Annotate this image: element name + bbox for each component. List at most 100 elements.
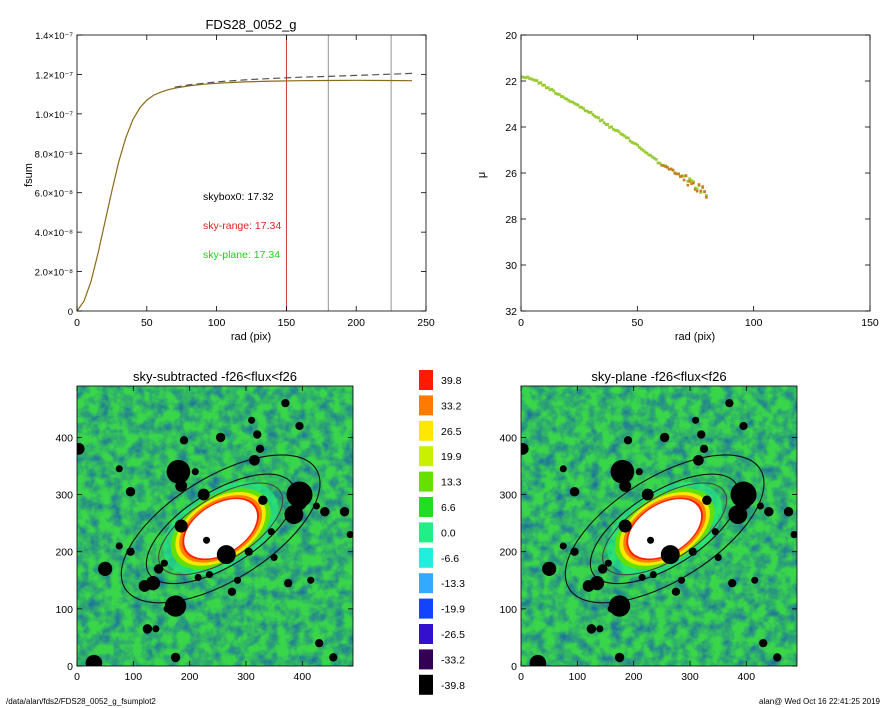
profile-point — [548, 88, 552, 92]
profile-point — [565, 97, 569, 101]
footer-stamp: alan@ Wed Oct 16 22:41:25 2019 — [759, 697, 880, 706]
x-tick-label: 100 — [125, 671, 143, 683]
sky-plane-frame — [520, 385, 798, 667]
profile-point — [569, 100, 572, 104]
fsum-ylabel: fsum — [23, 163, 35, 187]
profile-point — [638, 145, 641, 149]
profile-point — [621, 133, 625, 137]
masked-star — [194, 573, 202, 581]
colorbar-label: -26.5 — [441, 629, 465, 641]
profile-point — [582, 107, 585, 111]
y-tick-label: 400 — [55, 432, 73, 444]
masked-star — [153, 564, 164, 574]
profile-point — [649, 154, 652, 157]
profile-point — [528, 77, 532, 80]
masked-star — [142, 624, 153, 634]
profile-point — [572, 101, 576, 105]
masked-star — [610, 459, 635, 484]
profile-point-alt — [671, 168, 675, 172]
colorbar-swatch — [419, 370, 433, 390]
y-tick-label: 26 — [505, 168, 517, 180]
masked-star — [714, 553, 722, 561]
y-tick-label: 300 — [499, 490, 517, 502]
fsum-title: FDS28_0052_g — [205, 17, 296, 32]
masked-star — [688, 547, 697, 556]
masked-star — [77, 442, 85, 455]
masked-star — [697, 430, 706, 439]
profile-point — [647, 153, 651, 157]
profile-point — [624, 136, 628, 140]
profile-point-alt — [701, 186, 705, 189]
masked-star — [783, 506, 794, 517]
profile-point — [574, 102, 578, 106]
profile-point — [521, 75, 524, 79]
profile-point-alt — [662, 164, 665, 168]
mu-axes: 0 50 100 150 20 22 24 26 28 30 32 — [505, 30, 879, 329]
profile-point — [688, 177, 692, 181]
y-tick-label: 30 — [505, 260, 517, 272]
profile-point — [557, 93, 561, 96]
y-tick-label: 1.4×10⁻⁷ — [35, 31, 73, 42]
profile-point — [524, 76, 528, 80]
masked-star — [711, 528, 719, 536]
colorbar-label: -6.6 — [441, 553, 459, 565]
profile-point-alt — [677, 172, 680, 176]
sky-plane-panel: sky-plane -f26<flux<f26 0 100 200 300 400 0 10… — [499, 369, 798, 683]
colorbar-label: -13.3 — [441, 578, 465, 590]
masked-star — [559, 542, 567, 550]
masked-star — [205, 571, 213, 579]
colorbar-swatch — [419, 395, 433, 416]
y-tick-label: 20 — [505, 30, 517, 42]
colorbar-swatch — [419, 573, 433, 594]
fsum-frame — [76, 34, 427, 312]
sky-plane-title: sky-plane -f26<flux<f26 — [591, 369, 726, 384]
profile-point — [690, 179, 693, 183]
profile-point — [615, 129, 619, 132]
fsum-axes: 0 50 100 150 200 250 0 2.0×10⁻⁸ 4.0×10⁻⁸ 6.0×10⁻⁸… — [35, 31, 435, 329]
masked-star — [145, 576, 161, 591]
profile-point — [543, 83, 546, 87]
masked-star — [614, 652, 625, 663]
masked-star — [635, 468, 643, 476]
masked-star — [623, 436, 633, 445]
profile-point — [595, 115, 599, 119]
y-tick-label: 32 — [505, 306, 517, 318]
x-tick-label: 400 — [294, 671, 312, 683]
masked-star — [174, 519, 188, 533]
sky-plane-axes: 0 100 200 300 400 0 100 200 300 400 — [499, 386, 797, 683]
mu-plot-area — [521, 75, 708, 199]
masked-star — [179, 436, 189, 445]
profile-point — [544, 86, 548, 90]
x-tick-label: 0 — [518, 317, 524, 329]
profile-point — [686, 179, 690, 183]
colorbar-label: 19.9 — [441, 451, 462, 463]
profile-point — [623, 134, 626, 138]
x-tick-label: 0 — [74, 317, 80, 329]
sky-plane-image — [521, 386, 797, 666]
masked-star — [659, 432, 670, 443]
x-tick-label: 0 — [74, 671, 80, 683]
annotation-sky-plane: sky-plane: 17.34 — [203, 249, 280, 261]
profile-point — [610, 125, 613, 129]
profile-point — [598, 119, 602, 123]
y-tick-label: 0 — [67, 661, 73, 673]
profile-point — [546, 86, 550, 90]
masked-star — [215, 432, 226, 443]
x-tick-label: 50 — [141, 317, 153, 329]
masked-star — [660, 545, 680, 565]
masked-star — [315, 639, 324, 648]
masked-star — [249, 454, 260, 466]
masked-star — [641, 488, 654, 501]
profile-point — [589, 110, 593, 114]
masked-star — [589, 576, 605, 591]
x-tick-label: 300 — [681, 671, 699, 683]
profile-point — [531, 78, 535, 82]
mu-xlabel: rad (pix) — [675, 331, 715, 343]
profile-point — [541, 83, 545, 87]
colorbar-label: 13.3 — [441, 477, 462, 489]
profile-point-alt — [693, 188, 697, 191]
x-tick-label: 100 — [569, 671, 587, 683]
masked-star — [244, 547, 253, 556]
profile-point — [576, 103, 580, 107]
